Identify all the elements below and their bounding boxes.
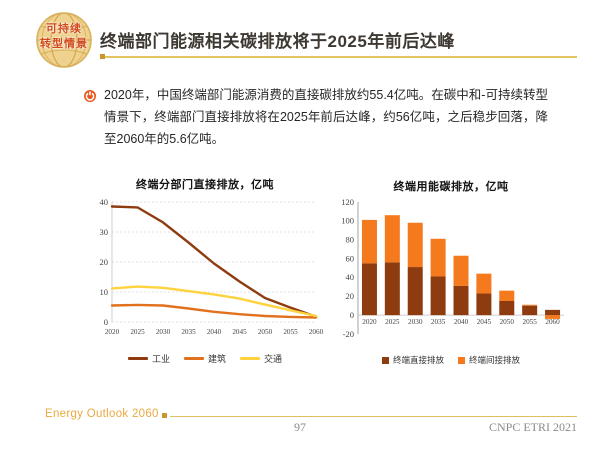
svg-text:0: 0 [104, 317, 108, 327]
badge-text: 可持续 转型情景 [31, 22, 97, 52]
svg-text:2055: 2055 [522, 318, 537, 326]
line-chart-legend: 工业 建筑 交通 [86, 352, 324, 365]
badge-line1: 可持续 [46, 23, 82, 35]
svg-text:0: 0 [350, 310, 354, 320]
legend-swatch [127, 357, 148, 360]
legend-label: 交通 [264, 354, 283, 364]
svg-text:-20: -20 [343, 329, 354, 339]
legend-label: 终端直接排放 [392, 355, 444, 365]
line-series-2 [110, 285, 318, 318]
legend-swatch [458, 356, 465, 364]
legend-item-终端间接排放: 终端间接排放 [458, 354, 520, 366]
body-paragraph: 2020年，中国终端部门能源消费的直接碳排放约55.4亿吨。在碳中和-可持续转型… [104, 88, 548, 146]
footer-report-name: Energy Outlook 2060 [45, 408, 159, 420]
bar-chart-enduse-carbon-emissions: 终端用能碳排放，亿吨 -20 0 20 40 60 80 100 120 2020 2025 203… [328, 178, 574, 366]
legend-swatch [240, 357, 260, 360]
legend-item-终端直接排放: 终端直接排放 [381, 354, 444, 366]
svg-text:60: 60 [346, 253, 355, 263]
bar-series-0 [361, 262, 561, 316]
bar-chart-legend: 终端直接排放 终端间接排放 [328, 354, 574, 366]
svg-text:10: 10 [100, 287, 109, 297]
page-number: 97 [294, 420, 306, 434]
footer-rule [170, 416, 577, 417]
line-series-0 [110, 205, 318, 318]
svg-text:2060: 2060 [309, 328, 324, 336]
footer-org: CNPC ETRI 2021 [488, 420, 577, 434]
line-chart-direct-emissions-by-sector: 终端分部门直接排放，亿吨 0 10 20 30 40 2020 2025 2030 2035 20… [86, 176, 324, 365]
title-underline-square [100, 54, 105, 59]
legend-item-建筑: 建筑 [183, 352, 226, 365]
svg-text:100: 100 [341, 216, 354, 226]
line-chart-title: 终端分部门直接排放，亿吨 [136, 179, 274, 191]
svg-text:2050: 2050 [500, 318, 515, 326]
legend-label: 建筑 [207, 354, 226, 364]
svg-text:80: 80 [346, 235, 355, 245]
svg-text:2025: 2025 [130, 328, 145, 336]
svg-text:2045: 2045 [477, 318, 492, 326]
scenario-badge: 可持续 转型情景 [31, 10, 97, 70]
svg-text:2020: 2020 [105, 328, 120, 336]
legend-swatch [183, 357, 204, 360]
svg-text:20: 20 [346, 291, 355, 301]
svg-text:2035: 2035 [181, 328, 196, 336]
svg-text:2030: 2030 [408, 318, 423, 326]
svg-text:20: 20 [100, 257, 109, 267]
legend-item-交通: 交通 [240, 352, 282, 365]
svg-text:2035: 2035 [431, 318, 446, 326]
svg-text:2045: 2045 [232, 328, 247, 336]
svg-text:40: 40 [100, 197, 109, 207]
svg-text:40: 40 [346, 272, 355, 282]
svg-text:2055: 2055 [283, 328, 298, 336]
bar-chart-title: 终端用能碳排放，亿吨 [393, 181, 509, 193]
svg-text:2060: 2060 [545, 318, 560, 326]
legend-item-工业: 工业 [127, 352, 170, 365]
svg-text:2040: 2040 [207, 328, 222, 336]
title-underline [100, 56, 577, 58]
svg-text:2020: 2020 [362, 318, 377, 326]
svg-text:2030: 2030 [156, 328, 171, 336]
page-title: 终端部门能源相关碳排放将于2025年前后达峰 [100, 32, 455, 51]
legend-swatch [381, 356, 389, 364]
power-bullet-icon [84, 90, 96, 102]
svg-text:2025: 2025 [385, 318, 400, 326]
svg-text:2040: 2040 [454, 318, 469, 326]
legend-label: 工业 [151, 354, 170, 364]
svg-text:2050: 2050 [258, 328, 273, 336]
line-series-1 [110, 303, 318, 319]
svg-text:120: 120 [341, 197, 354, 207]
badge-line2: 转型情景 [40, 38, 88, 50]
legend-label: 终端间接排放 [469, 355, 521, 365]
bar-series-1 [361, 215, 561, 319]
footer-rule-square [162, 413, 167, 418]
svg-text:30: 30 [100, 227, 109, 237]
globe-icon [36, 12, 92, 68]
